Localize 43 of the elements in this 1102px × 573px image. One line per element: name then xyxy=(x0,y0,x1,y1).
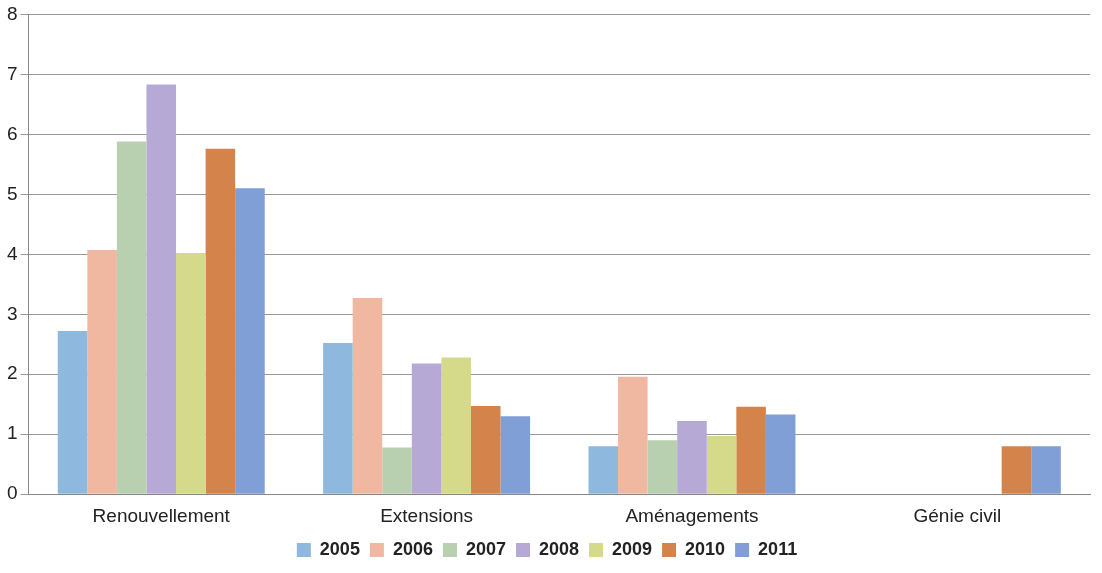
bar xyxy=(647,440,678,494)
bar xyxy=(441,357,471,494)
y-tick-label: 6 xyxy=(6,122,18,144)
y-tick-label: 2 xyxy=(6,362,18,384)
x-tick-label: Génie civil xyxy=(913,504,1002,526)
legend-label: 2010 xyxy=(685,538,726,559)
y-tick-label: 0 xyxy=(6,482,18,504)
y-tick-label: 7 xyxy=(6,62,18,84)
bar xyxy=(382,447,412,494)
legend-label: 2009 xyxy=(612,538,653,559)
bar xyxy=(146,84,177,494)
bar xyxy=(411,363,442,494)
legend-label: 2006 xyxy=(392,538,433,559)
y-tick-label: 4 xyxy=(6,242,18,264)
x-tick-label: Renouvellement xyxy=(92,504,231,526)
bar xyxy=(176,253,206,494)
x-tick-label: Extensions xyxy=(380,504,474,526)
bar xyxy=(765,414,796,494)
bar xyxy=(588,446,619,494)
bar xyxy=(1031,446,1061,494)
bar xyxy=(57,331,88,494)
bar xyxy=(500,416,531,494)
y-tick-label: 5 xyxy=(6,182,18,204)
bar xyxy=(235,188,265,494)
bar xyxy=(706,436,737,494)
bar xyxy=(677,421,707,494)
y-tick-label: 3 xyxy=(6,302,18,324)
bar xyxy=(618,376,648,494)
bar xyxy=(352,298,383,494)
bar xyxy=(87,250,117,494)
bar xyxy=(736,406,766,494)
legend-label: 2007 xyxy=(465,538,506,559)
bar xyxy=(205,148,236,494)
bar xyxy=(116,141,147,494)
legend-label: 2005 xyxy=(319,538,360,559)
legend-label: 2011 xyxy=(758,538,798,559)
bar xyxy=(1001,446,1032,494)
y-tick-label: 8 xyxy=(6,2,18,24)
bar xyxy=(470,406,501,494)
y-tick-label: 1 xyxy=(6,422,18,444)
bar xyxy=(323,343,353,494)
x-tick-label: Aménagements xyxy=(625,504,759,526)
legend-label: 2008 xyxy=(538,538,580,559)
